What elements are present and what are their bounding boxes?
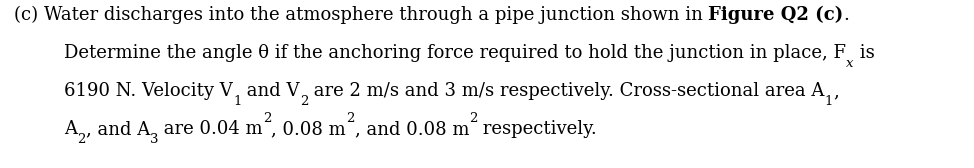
Text: x: x: [846, 57, 854, 70]
Text: are 2 m/s and 3 m/s respectively. Cross-sectional area A: are 2 m/s and 3 m/s respectively. Cross-…: [309, 82, 825, 100]
Text: , 0.08 m: , 0.08 m: [272, 120, 346, 138]
Text: is: is: [854, 44, 875, 62]
Text: Determine the angle θ if the anchoring force required to hold the junction in pl: Determine the angle θ if the anchoring f…: [64, 44, 846, 62]
Text: are 0.04 m: are 0.04 m: [159, 120, 263, 138]
Text: 1: 1: [233, 95, 242, 108]
Text: , and A: , and A: [86, 120, 150, 138]
Text: 2: 2: [77, 133, 86, 146]
Text: A: A: [64, 120, 77, 138]
Text: 3: 3: [150, 133, 159, 146]
Text: , and 0.08 m: , and 0.08 m: [355, 120, 469, 138]
Text: 2: 2: [300, 95, 309, 108]
Text: 2: 2: [346, 112, 355, 125]
Text: 1: 1: [825, 95, 833, 108]
Text: Figure Q2 (c): Figure Q2 (c): [708, 6, 843, 24]
Text: 2: 2: [263, 112, 272, 125]
Text: 2: 2: [469, 112, 477, 125]
Text: respectively.: respectively.: [477, 120, 597, 138]
Text: (c): (c): [14, 6, 44, 24]
Text: ,: ,: [833, 82, 839, 100]
Text: .: .: [843, 6, 849, 24]
Text: and V: and V: [242, 82, 300, 100]
Text: Water discharges into the atmosphere through a pipe junction shown in: Water discharges into the atmosphere thr…: [44, 6, 708, 24]
Text: 6190 N. Velocity V: 6190 N. Velocity V: [64, 82, 233, 100]
